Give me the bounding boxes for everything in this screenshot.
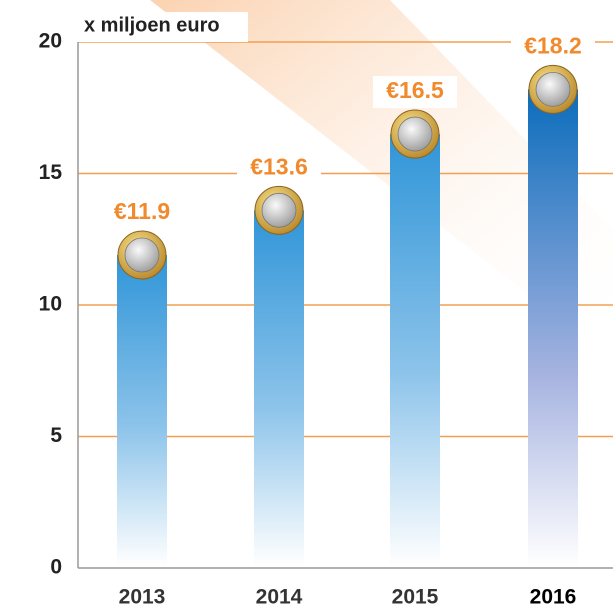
bar bbox=[254, 210, 304, 566]
value-label-bg bbox=[100, 197, 184, 230]
value-label: €13.6 bbox=[250, 153, 308, 179]
value-label: €16.5 bbox=[386, 77, 444, 103]
x-tick-label: 2014 bbox=[256, 586, 303, 609]
value-label-bg bbox=[511, 31, 595, 64]
y-tick-label: 20 bbox=[39, 30, 62, 53]
coin-center bbox=[535, 71, 571, 107]
y-tick-label: 10 bbox=[39, 293, 62, 316]
y-tick-label: 0 bbox=[50, 556, 62, 579]
x-tick-label: 2015 bbox=[392, 586, 439, 609]
x-tick-label: 2013 bbox=[119, 586, 166, 609]
coin-center bbox=[124, 237, 160, 273]
value-label-bg bbox=[237, 152, 321, 185]
coin-center bbox=[397, 116, 433, 152]
bar bbox=[117, 255, 167, 566]
background-shape bbox=[150, 0, 613, 360]
value-label-bg bbox=[373, 76, 457, 109]
value-label: €18.2 bbox=[524, 32, 582, 58]
bar bbox=[390, 134, 440, 567]
value-label: €11.9 bbox=[114, 198, 170, 224]
y-tick-label: 15 bbox=[39, 161, 63, 184]
label-bg bbox=[78, 12, 248, 42]
axis-unit: x miljoen euro bbox=[84, 14, 220, 36]
y-tick-label: 5 bbox=[50, 424, 62, 447]
x-tick-label: 2016 bbox=[530, 586, 577, 609]
coin-center bbox=[261, 192, 297, 228]
bar bbox=[528, 89, 578, 566]
